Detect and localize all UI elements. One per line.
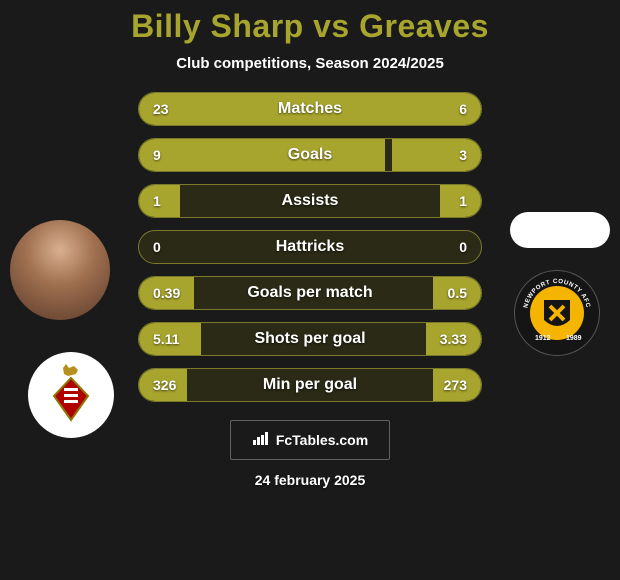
- right-player-avatar: [510, 212, 610, 248]
- stats-wrapper: NEWPORT COUNTY AFC 1912 1989 Matches23 6 G…: [0, 92, 620, 402]
- stat-value-left: 9: [153, 147, 161, 163]
- stats-list: Matches23 6 Goals9 3 Assists1 1 Hattricks0 0 Goa…: [138, 92, 482, 402]
- stat-label: Assists: [139, 192, 481, 210]
- stat-value-right: 273: [444, 377, 467, 393]
- stat-row: Goals9 3: [138, 138, 482, 172]
- stat-value-left: 5.11: [153, 331, 179, 347]
- stat-value-right: 0.5: [448, 285, 467, 301]
- stat-label: Shots per goal: [139, 330, 481, 348]
- watermark-text: FcTables.com: [276, 432, 368, 448]
- newport-crest-icon: NEWPORT COUNTY AFC 1912 1989: [514, 270, 600, 356]
- stat-label: Matches: [139, 100, 481, 118]
- stat-value-right: 3.33: [440, 331, 467, 347]
- stat-row: Matches23 6: [138, 92, 482, 126]
- subtitle: Club competitions, Season 2024/2025: [176, 55, 444, 72]
- stat-label: Hattricks: [139, 238, 481, 256]
- stat-value-left: 326: [153, 377, 176, 393]
- stat-label: Goals per match: [139, 284, 481, 302]
- doncaster-crest-icon: [38, 362, 104, 428]
- left-club-crest: [28, 352, 114, 438]
- left-player-avatar: [10, 220, 110, 320]
- stat-label: Goals: [139, 146, 481, 164]
- stat-row: Shots per goal5.11 3.33: [138, 322, 482, 356]
- stat-value-right: 1: [459, 193, 467, 209]
- stat-value-right: 6: [459, 101, 467, 117]
- stat-row: Goals per match0.39 0.5: [138, 276, 482, 310]
- stat-value-right: 0: [459, 239, 467, 255]
- stat-row: Hattricks0 0: [138, 230, 482, 264]
- chart-icon: [252, 431, 270, 450]
- date-label: 24 february 2025: [255, 472, 366, 488]
- stat-value-right: 3: [459, 147, 467, 163]
- stat-row: Assists1 1: [138, 184, 482, 218]
- comparison-card: Billy Sharp vs Greaves Club competitions…: [0, 0, 620, 580]
- svg-text:1989: 1989: [566, 335, 582, 342]
- stat-value-left: 23: [153, 101, 169, 117]
- page-title: Billy Sharp vs Greaves: [131, 8, 489, 45]
- right-club-crest: NEWPORT COUNTY AFC 1912 1989: [514, 270, 600, 356]
- watermark-badge: FcTables.com: [230, 420, 390, 460]
- stat-value-left: 0.39: [153, 285, 180, 301]
- stat-value-left: 1: [153, 193, 161, 209]
- svg-text:1912: 1912: [535, 335, 551, 342]
- stat-value-left: 0: [153, 239, 161, 255]
- stat-row: Min per goal326 273: [138, 368, 482, 402]
- stat-label: Min per goal: [139, 376, 481, 394]
